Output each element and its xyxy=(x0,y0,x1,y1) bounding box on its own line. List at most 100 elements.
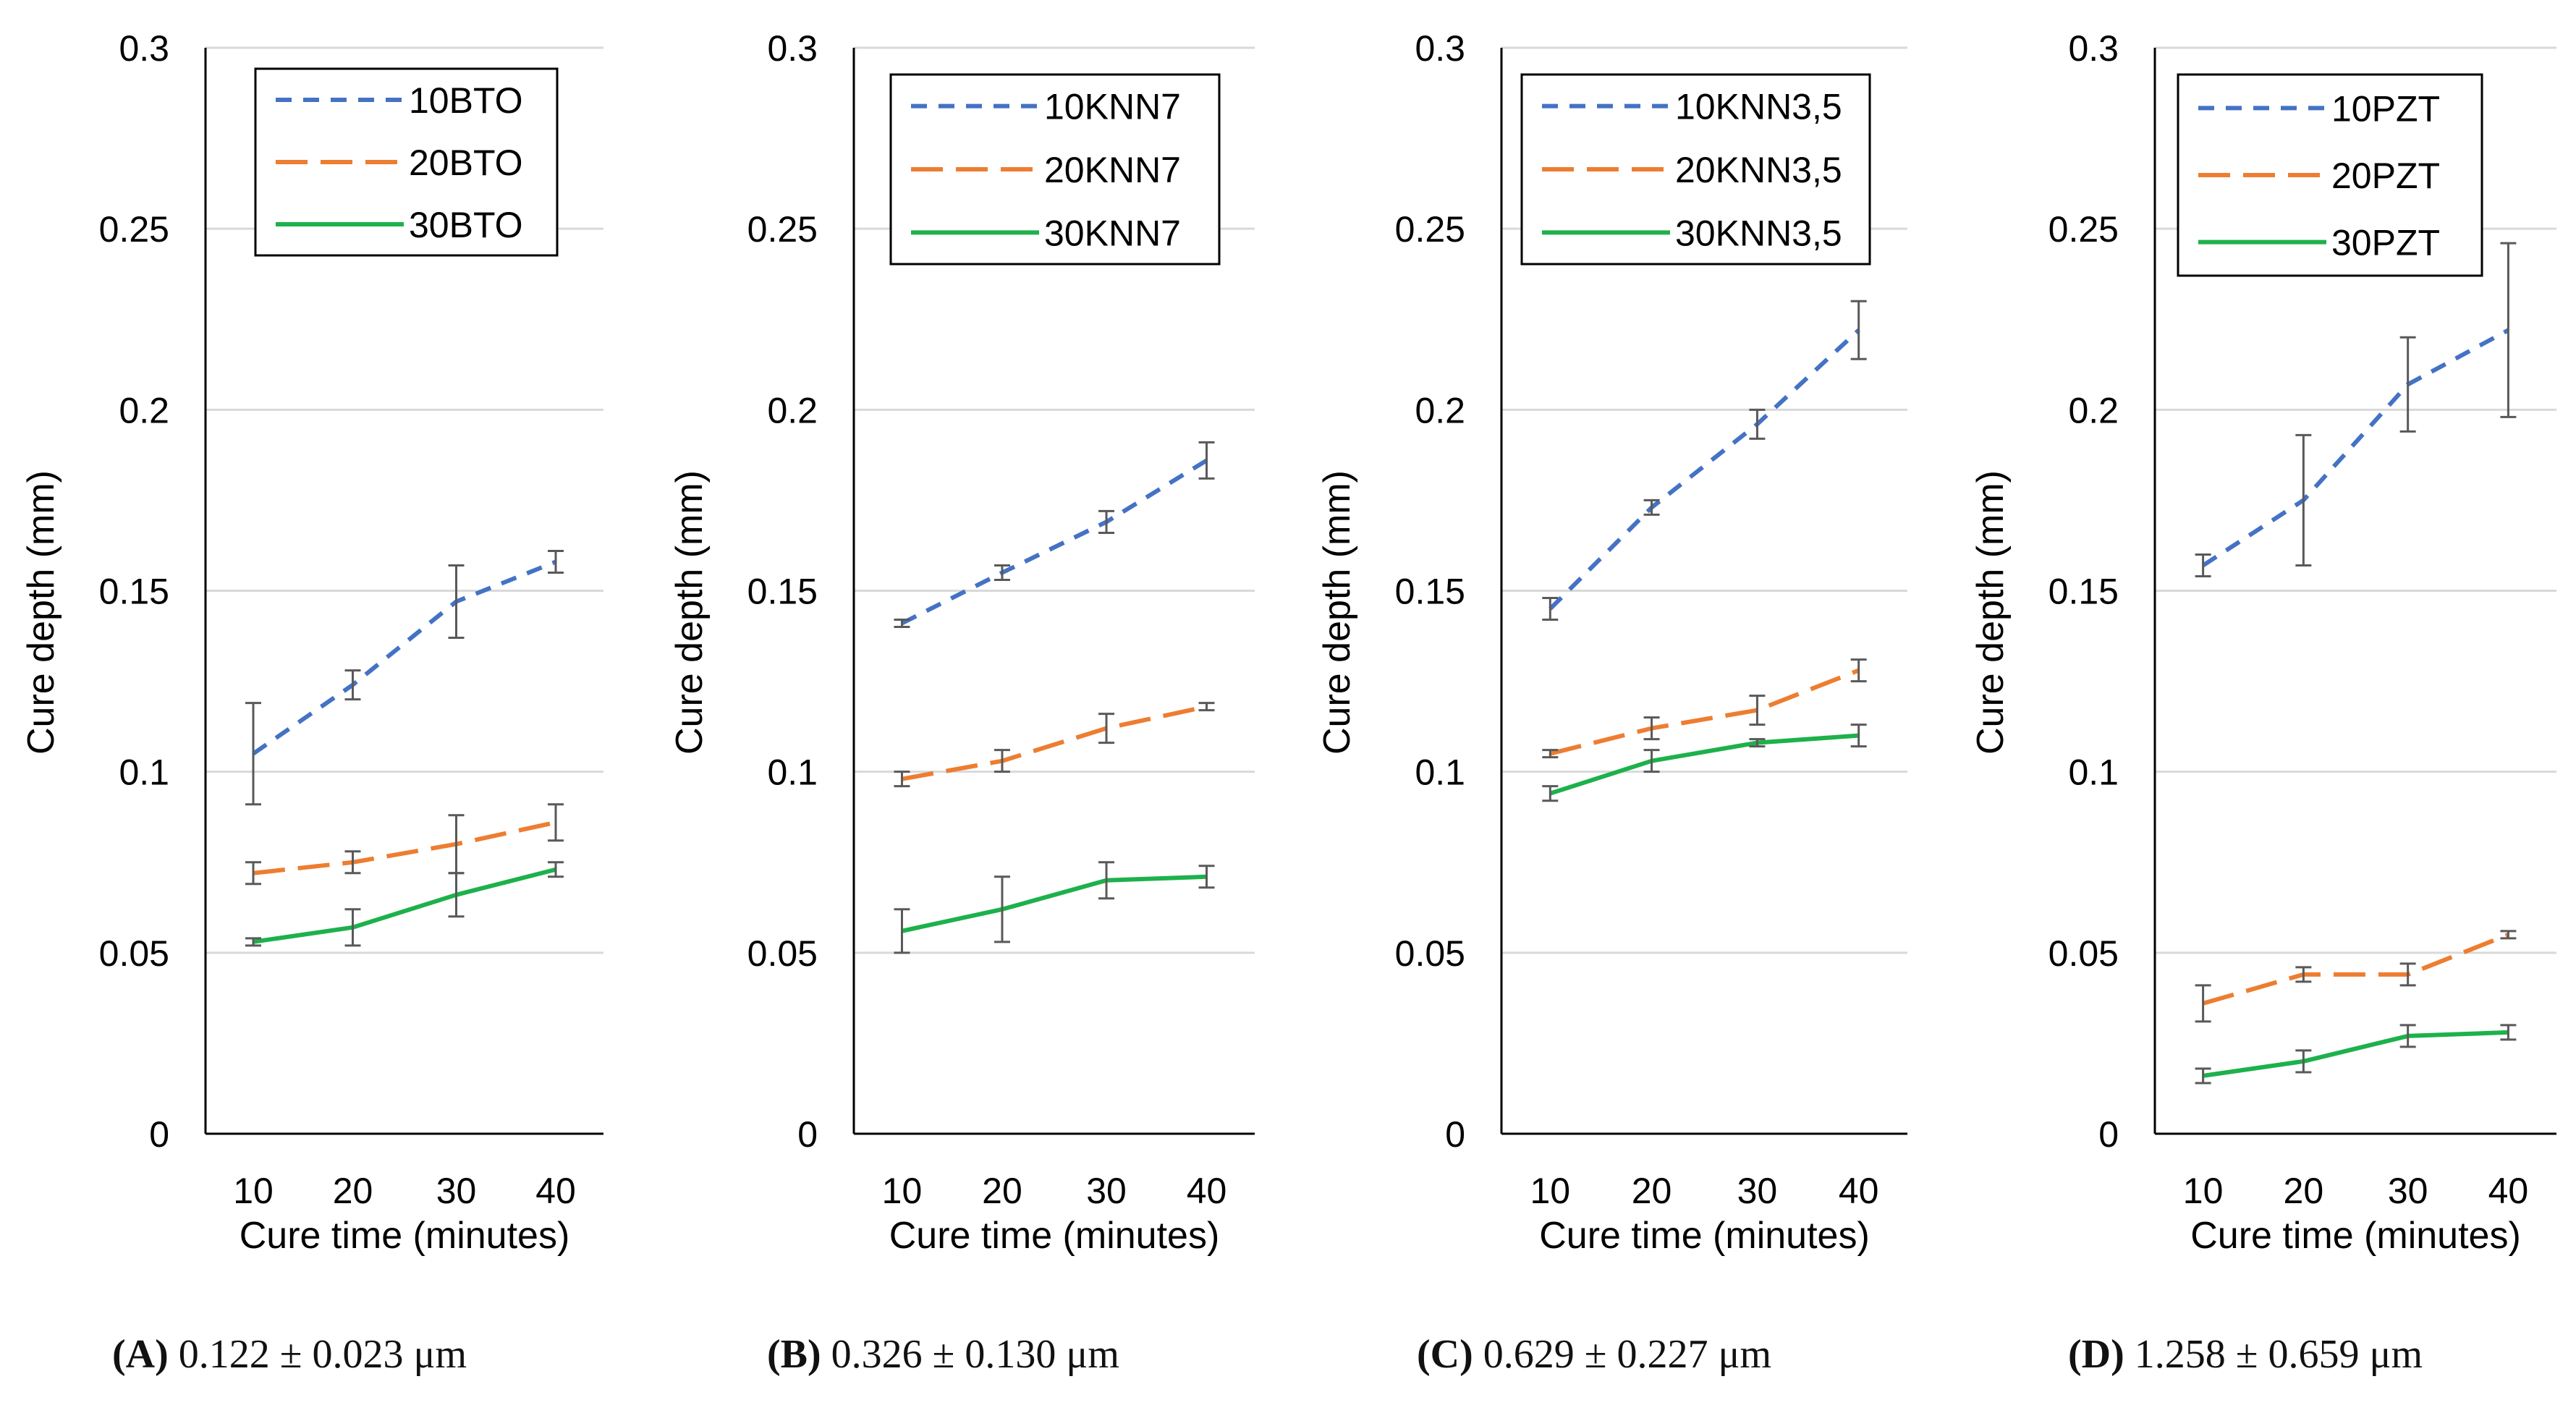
caption-a: (A) 0.122 ± 0.023 μm xyxy=(112,1331,467,1378)
y-tick-label-d: 0.3 xyxy=(2068,28,2119,69)
error-bar xyxy=(1542,749,1559,759)
legend-label: 30KNN7 xyxy=(1044,213,1181,253)
caption-b: (B) 0.326 ± 0.130 μm xyxy=(767,1331,1119,1378)
series-line-20pzt xyxy=(2202,933,2509,1006)
x-tick-label-a: 30 xyxy=(436,1171,477,1211)
error-bar xyxy=(2399,1024,2416,1048)
x-tick-label-a: 10 xyxy=(233,1171,274,1211)
error-bar xyxy=(2500,1024,2517,1041)
y-tick-label-a: 0.1 xyxy=(119,752,169,793)
legend-label: 20PZT xyxy=(2331,156,2440,196)
error-bar xyxy=(1198,702,1215,712)
series-line-30knn3,5 xyxy=(1549,733,1859,796)
x-tick-label-a: 20 xyxy=(333,1171,373,1211)
error-bar xyxy=(1198,865,1215,889)
x-axis-title-b: Cure time (minutes) xyxy=(889,1215,1220,1257)
error-bar xyxy=(1643,716,1660,741)
error-bar xyxy=(448,872,465,918)
error-bar xyxy=(2295,433,2312,567)
error-bar xyxy=(1198,441,1215,480)
x-axis-title-a: Cure time (minutes) xyxy=(240,1215,570,1257)
series-line-10knn7 xyxy=(901,458,1208,626)
y-tick-label-c: 0.2 xyxy=(1415,390,1465,430)
legend-label: 20BTO xyxy=(409,143,523,183)
series-line-10knn3,5 xyxy=(1548,328,1860,611)
y-tick-label-a: 0.2 xyxy=(119,390,169,430)
series-line-30pzt xyxy=(2203,1030,2509,1078)
caption-c-text: 0.629 ± 0.227 μm xyxy=(1473,1332,1772,1377)
y-tick-label-b: 0.25 xyxy=(747,209,818,250)
error-bar xyxy=(993,749,1010,773)
caption-d: (D) 1.258 ± 0.659 μm xyxy=(2068,1331,2423,1378)
x-tick-label-c: 10 xyxy=(1530,1171,1571,1211)
x-tick-label-d: 40 xyxy=(2488,1171,2529,1211)
error-bar xyxy=(1098,861,1115,900)
error-bar xyxy=(1749,695,1766,726)
y-tick-label-b: 0.1 xyxy=(767,752,818,793)
error-bar xyxy=(2399,962,2416,987)
y-tick-label-b: 0.3 xyxy=(767,28,818,69)
y-tick-label-a: 0.15 xyxy=(99,572,169,612)
series-line-10bto xyxy=(252,559,557,756)
error-bar xyxy=(448,564,465,640)
error-bar xyxy=(548,803,564,842)
y-tick-label-b: 0 xyxy=(797,1114,818,1155)
caption-c: (C) 0.629 ± 0.227 μm xyxy=(1417,1331,1771,1378)
error-bar xyxy=(894,619,910,629)
y-tick-label-c: 0.3 xyxy=(1415,28,1465,69)
error-bar xyxy=(1749,408,1766,440)
error-bar xyxy=(245,702,261,806)
x-tick-label-c: 40 xyxy=(1839,1171,1879,1211)
error-bar xyxy=(2195,553,2211,577)
error-bar xyxy=(1098,509,1115,534)
error-bar xyxy=(1850,724,1867,748)
error-bar xyxy=(2195,1067,2211,1085)
error-bar xyxy=(1850,658,1867,683)
y-tick-label-c: 0.15 xyxy=(1395,572,1465,612)
x-tick-label-d: 10 xyxy=(2183,1171,2224,1211)
error-bar xyxy=(1643,498,1660,516)
error-bar xyxy=(894,771,910,788)
error-bar xyxy=(1749,738,1766,748)
error-bar xyxy=(344,850,361,875)
error-bar xyxy=(993,875,1010,943)
y-tick-label-b: 0.05 xyxy=(747,933,818,974)
y-tick-label-d: 0.15 xyxy=(2048,572,2119,612)
error-bar xyxy=(344,908,361,947)
x-tick-label-b: 10 xyxy=(882,1171,923,1211)
error-bar xyxy=(1098,713,1115,744)
x-axis-title-d: Cure time (minutes) xyxy=(2190,1215,2521,1257)
caption-a-text: 0.122 ± 0.023 μm xyxy=(168,1332,467,1377)
error-bar xyxy=(2399,336,2416,433)
y-tick-label-b: 0.15 xyxy=(747,572,818,612)
caption-b-text: 0.326 ± 0.130 μm xyxy=(821,1332,1119,1377)
series-line-20knn7 xyxy=(901,704,1208,781)
y-tick-label-c: 0.25 xyxy=(1395,209,1465,250)
series-line-20bto xyxy=(253,820,556,875)
caption-d-label: (D) xyxy=(2068,1332,2124,1377)
error-bar xyxy=(2195,984,2211,1023)
y-axis-title-d: Cure depth (mm) xyxy=(1970,470,2012,755)
x-tick-label-b: 30 xyxy=(1086,1171,1127,1211)
y-axis-title-b: Cure depth (mm) xyxy=(669,470,711,755)
series-line-10pzt xyxy=(2201,328,2509,568)
y-tick-label-c: 0 xyxy=(1445,1114,1465,1155)
legend-label: 20KNN3,5 xyxy=(1675,150,1842,190)
error-bar xyxy=(1542,597,1559,621)
y-tick-label-d: 0.1 xyxy=(2068,752,2119,793)
caption-a-label: (A) xyxy=(112,1332,169,1377)
y-tick-label-d: 0.2 xyxy=(2068,390,2119,430)
series-line-30bto xyxy=(253,867,556,944)
series-line-30knn7 xyxy=(901,874,1207,933)
error-bar xyxy=(2295,1049,2312,1074)
y-axis-title-a: Cure depth (mm) xyxy=(20,470,62,755)
error-bar xyxy=(548,861,564,878)
y-tick-label-d: 0 xyxy=(2098,1114,2119,1155)
x-tick-label-c: 30 xyxy=(1737,1171,1778,1211)
y-tick-label-d: 0.05 xyxy=(2048,933,2119,974)
